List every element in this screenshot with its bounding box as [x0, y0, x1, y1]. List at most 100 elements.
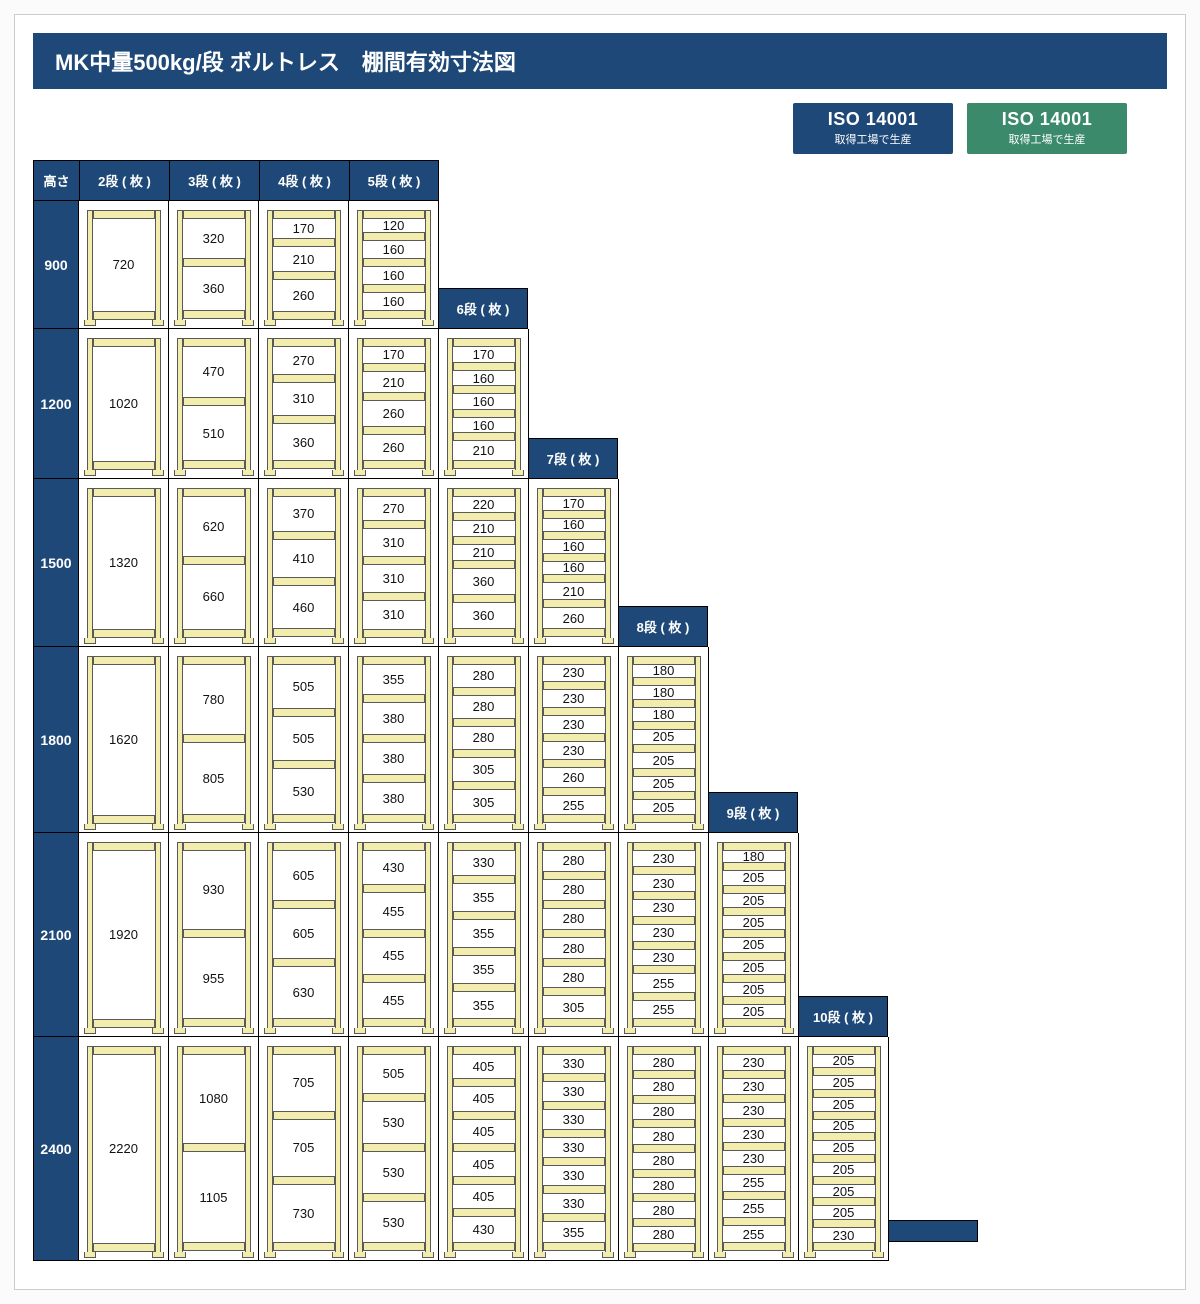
- shelf-foot: [332, 824, 344, 830]
- shelf-gap-value: 410: [273, 540, 335, 578]
- shelf-beam: [273, 577, 335, 586]
- shelf-gap-value: 510: [183, 406, 245, 461]
- shelf-foot: [174, 470, 186, 476]
- shelf-gap-value: 160: [543, 540, 605, 552]
- shelf-gap-value: 355: [543, 1222, 605, 1242]
- shelf-beam: [273, 900, 335, 909]
- shelf-gap-value: 260: [273, 280, 335, 310]
- shelf-post: [425, 842, 431, 1034]
- shelf-foot: [174, 824, 186, 830]
- shelf-beams: 205205205205205205205205230: [813, 1046, 875, 1252]
- shelf-foot: [84, 1028, 96, 1034]
- header-height: 高さ: [33, 160, 79, 201]
- shelf-gap-value: 180: [633, 686, 695, 699]
- shelf-gap-value: 330: [543, 1166, 605, 1185]
- shelf-gap-value: 160: [363, 293, 425, 310]
- shelf-post: [245, 338, 251, 476]
- shelf-diagram: 205205205205205205205205230: [807, 1046, 881, 1252]
- shelf-beam: [453, 1078, 515, 1087]
- shelf-beam: [363, 694, 425, 703]
- shelf-foot: [174, 1028, 186, 1034]
- shelf-foot: [422, 1252, 434, 1258]
- shelf-post: [155, 210, 161, 326]
- shelf-gap-value: 280: [543, 851, 605, 871]
- shelf-gap-value: 205: [723, 938, 785, 951]
- shelf-beam: [633, 721, 695, 730]
- shelf-gap-value: 205: [813, 1120, 875, 1133]
- shelf-diagram: 1020: [87, 338, 161, 470]
- shelf-beam: [723, 1046, 785, 1055]
- shelf-beam: [543, 958, 605, 967]
- shelf-beams: 10801105: [183, 1046, 245, 1252]
- shelf-beam: [273, 842, 335, 851]
- shelf-foot: [782, 1028, 794, 1034]
- shelf-post: [515, 842, 521, 1034]
- shelf-beams: 230230230230260255: [543, 656, 605, 824]
- data-row: 2100192093095560560563043045545545533035…: [33, 833, 1167, 1037]
- shelf-beam: [543, 1101, 605, 1110]
- shelf-cell: 170210260260: [349, 329, 439, 479]
- shelf-foot: [354, 1028, 366, 1034]
- shelf-beam: [363, 284, 425, 293]
- shelf-beam: [453, 1242, 515, 1251]
- shelf-gap-value: 160: [543, 562, 605, 574]
- shelf-post: [515, 1046, 521, 1258]
- shelf-beam: [723, 1118, 785, 1127]
- shelf-beam: [543, 759, 605, 768]
- shelf-diagram: 605605630: [267, 842, 341, 1028]
- shelf-gap-value: 205: [813, 1076, 875, 1089]
- shelf-beam: [453, 983, 515, 992]
- shelf-gap-value: 280: [633, 1079, 695, 1095]
- shelf-gap-value: 120: [363, 219, 425, 232]
- shelf-gap-value: 205: [633, 800, 695, 814]
- shelf-cell: 1320: [79, 479, 169, 647]
- shelf-foot: [152, 320, 164, 326]
- badge-row: ISO 14001取得工場で生産ISO 14001取得工場で生産: [33, 103, 1167, 154]
- shelf-foot: [152, 1028, 164, 1034]
- shelf-beam: [363, 338, 425, 347]
- shelf-gap-value: 330: [543, 1110, 605, 1129]
- shelf-post: [785, 842, 791, 1034]
- shelf-beam: [363, 460, 425, 469]
- shelf-beam: [543, 656, 605, 665]
- shelf-gap-value: 230: [813, 1228, 875, 1242]
- shelf-gap-value: 280: [453, 665, 515, 687]
- shelf-beam: [93, 1243, 155, 1252]
- shelf-beam: [453, 749, 515, 758]
- shelf-beam: [183, 258, 245, 267]
- shelf-gap-value: 380: [363, 743, 425, 774]
- shelf-diagram: 230230230230230255255: [627, 842, 701, 1028]
- shelf-beam: [183, 1143, 245, 1152]
- shelf-beam: [183, 734, 245, 743]
- shelf-cell: 780805: [169, 647, 259, 833]
- shelf-foot: [714, 1252, 726, 1258]
- shelf-gap-value: 405: [453, 1185, 515, 1209]
- shelf-beam: [363, 392, 425, 401]
- header-col-step: 9段 ( 枚 ): [708, 792, 798, 833]
- shelf-gap-value: 360: [453, 603, 515, 628]
- shelf-gap-value: 930: [183, 851, 245, 929]
- shelf-beam: [453, 460, 515, 469]
- shelf-beam: [93, 311, 155, 320]
- shelf-gap-value: 1320: [93, 497, 155, 629]
- shelf-beam: [813, 1197, 875, 1206]
- shelf-cell: 405405405405405430: [439, 1037, 529, 1261]
- shelf-beam: [363, 1018, 425, 1027]
- shelf-foot: [444, 1028, 456, 1034]
- shelf-beam: [453, 338, 515, 347]
- shelf-diagram: 370410460: [267, 488, 341, 638]
- shelf-gap-value: 230: [543, 665, 605, 682]
- shelf-post: [155, 656, 161, 830]
- shelf-beam: [183, 310, 245, 319]
- shelf-cell: 330330330330330330355: [529, 1037, 619, 1261]
- shelf-beam: [273, 488, 335, 497]
- shelf-diagram: 280280280280280305: [537, 842, 611, 1028]
- shelf-gap-value: 280: [633, 1055, 695, 1071]
- shelf-foot: [422, 824, 434, 830]
- shelf-gap-value: 210: [363, 372, 425, 392]
- shelf-cell: 170160160160210260: [529, 479, 619, 647]
- shelf-beam: [273, 760, 335, 769]
- shelf-beam: [93, 815, 155, 824]
- shelf-beam: [363, 232, 425, 241]
- shelf-diagram: 470510: [177, 338, 251, 470]
